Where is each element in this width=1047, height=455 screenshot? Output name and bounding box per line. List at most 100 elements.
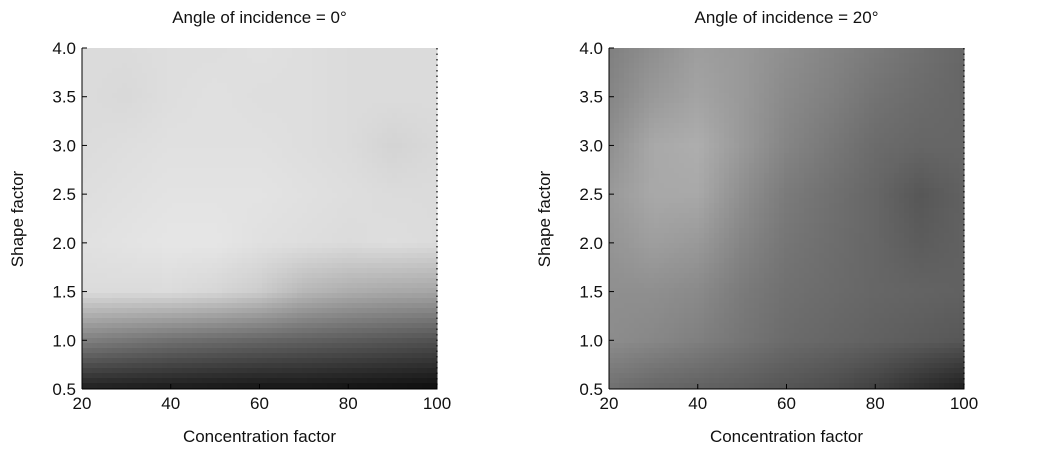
- heatmap-cell: [182, 323, 188, 329]
- heatmap-cell: [402, 48, 408, 54]
- heatmap-cell: [347, 283, 353, 289]
- heatmap-cell: [192, 333, 198, 339]
- heatmap-cell: [382, 113, 388, 119]
- heatmap-cell: [237, 253, 243, 259]
- heatmap-cell: [157, 333, 163, 339]
- heatmap-cell: [207, 233, 213, 239]
- heatmap-cell: [387, 138, 393, 144]
- heatmap-cell: [147, 233, 153, 239]
- heatmap-cell: [292, 218, 298, 224]
- heatmap-cell: [422, 143, 428, 149]
- heatmap-cell: [302, 73, 308, 79]
- heatmap-cell: [102, 133, 108, 139]
- heatmap-cell: [422, 383, 428, 389]
- heatmap-cell: [357, 363, 363, 369]
- heatmap-cell: [157, 183, 163, 189]
- heatmap-cell: [217, 78, 223, 84]
- heatmap-cell: [217, 258, 223, 264]
- heatmap-cell: [242, 338, 248, 344]
- heatmap-cell: [82, 283, 88, 289]
- heatmap-cell: [337, 183, 343, 189]
- heatmap-cell: [112, 233, 118, 239]
- heatmap-cell: [272, 128, 278, 134]
- heatmap-cell: [107, 168, 113, 174]
- heatmap-cell: [352, 88, 358, 94]
- heatmap-cell: [322, 188, 328, 194]
- heatmap-cell: [407, 53, 413, 59]
- heatmap-cell: [312, 363, 318, 369]
- heatmap-cell: [97, 213, 103, 219]
- heatmap-cell: [277, 378, 283, 384]
- heatmap-cell: [377, 178, 383, 184]
- heatmap-cell: [222, 343, 228, 349]
- heatmap-cell: [267, 273, 273, 279]
- heatmap-cell: [317, 168, 323, 174]
- heatmap-cell: [377, 233, 383, 239]
- heatmap-cell: [262, 363, 268, 369]
- heatmap-cell: [142, 288, 148, 294]
- heatmap-cell: [277, 153, 283, 159]
- heatmap-cell: [242, 293, 248, 299]
- heatmap-cell: [342, 73, 348, 79]
- heatmap-cell: [307, 298, 313, 304]
- heatmap-cell: [297, 283, 303, 289]
- heatmap-cell: [147, 293, 153, 299]
- heatmap-cell: [382, 378, 388, 384]
- heatmap-cell: [142, 328, 148, 334]
- heatmap-cell: [312, 223, 318, 229]
- heatmap-cell: [322, 123, 328, 129]
- heatmap-cell: [102, 218, 108, 224]
- heatmap-cell: [97, 298, 103, 304]
- heatmap-cell: [312, 168, 318, 174]
- heatmap-cell: [207, 128, 213, 134]
- heatmap-cell: [347, 288, 353, 294]
- heatmap-cell: [227, 148, 233, 154]
- heatmap-cell: [372, 178, 378, 184]
- heatmap-cell: [157, 168, 163, 174]
- heatmap-cell: [422, 133, 428, 139]
- heatmap-cell: [152, 83, 158, 89]
- heatmap-cell: [332, 133, 338, 139]
- heatmap-cell: [412, 333, 418, 339]
- heatmap-cell: [252, 253, 258, 259]
- heatmap-cell: [242, 63, 248, 69]
- heatmap-cell: [432, 318, 438, 324]
- heatmap-cell: [322, 108, 328, 114]
- heatmap-cell: [202, 273, 208, 279]
- heatmap-cell: [287, 103, 293, 109]
- heatmap-cell: [127, 158, 133, 164]
- heatmap-cell: [282, 263, 288, 269]
- heatmap-cell: [372, 133, 378, 139]
- heatmap-cell: [102, 273, 108, 279]
- heatmap-cell: [212, 178, 218, 184]
- heatmap-cell: [302, 173, 308, 179]
- heatmap-cell: [252, 173, 258, 179]
- heatmap-cell: [147, 73, 153, 79]
- heatmap-cell: [97, 143, 103, 149]
- heatmap-cell: [197, 263, 203, 269]
- heatmap-cell: [127, 308, 133, 314]
- heatmap-cell: [247, 63, 253, 69]
- heatmap-cell: [222, 268, 228, 274]
- heatmap-cell: [352, 318, 358, 324]
- heatmap-cell: [102, 138, 108, 144]
- heatmap-cell: [407, 243, 413, 249]
- heatmap-cell: [152, 238, 158, 244]
- heatmap-cell: [102, 53, 108, 59]
- heatmap-cell: [362, 223, 368, 229]
- heatmap-cell: [177, 383, 183, 389]
- heatmap-cell: [182, 103, 188, 109]
- heatmap-cell: [332, 343, 338, 349]
- heatmap-cell: [372, 373, 378, 379]
- heatmap-cell: [262, 373, 268, 379]
- heatmap-cell: [122, 248, 128, 254]
- heatmap-cell: [107, 378, 113, 384]
- heatmap-cell: [272, 368, 278, 374]
- heatmap-cell: [372, 58, 378, 64]
- heatmap-cell: [347, 263, 353, 269]
- heatmap-cell: [332, 358, 338, 364]
- heatmap-cell: [227, 263, 233, 269]
- heatmap-cell: [262, 213, 268, 219]
- heatmap-cell: [397, 358, 403, 364]
- heatmap-cell: [207, 198, 213, 204]
